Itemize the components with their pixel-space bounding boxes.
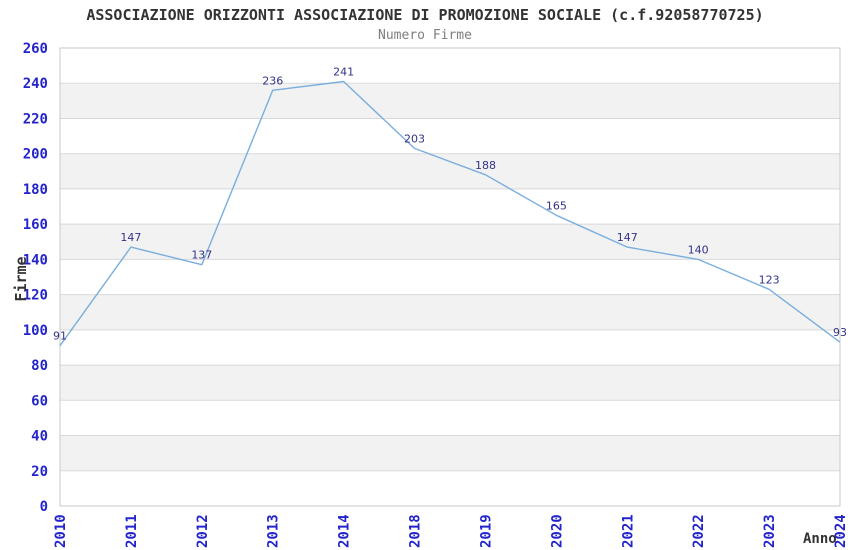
x-tick-label: 2023 — [762, 514, 778, 548]
y-tick-label: 140 — [23, 252, 48, 268]
background-band — [60, 365, 840, 401]
data-label: 147 — [617, 231, 638, 244]
x-tick-label: 2010 — [53, 514, 69, 548]
chart-subtitle: Numero Firme — [378, 28, 472, 43]
data-label: 165 — [546, 199, 567, 212]
data-label: 241 — [333, 65, 354, 78]
data-label: 147 — [120, 231, 141, 244]
chart-title: ASSOCIAZIONE ORIZZONTI ASSOCIAZIONE DI P… — [86, 6, 764, 24]
y-tick-label: 180 — [23, 182, 48, 198]
y-tick-label: 160 — [23, 217, 48, 233]
x-axis-label: Anno — [803, 531, 837, 547]
x-tick-label: 2014 — [337, 514, 353, 548]
x-tick-label: 2018 — [408, 514, 424, 548]
data-label: 123 — [759, 273, 780, 286]
background-band — [60, 294, 840, 330]
background-band — [60, 224, 840, 260]
x-tick-label: 2021 — [620, 514, 636, 548]
data-label: 137 — [191, 249, 212, 262]
data-label: 91 — [53, 330, 67, 343]
y-tick-label: 0 — [40, 499, 48, 515]
background-band — [60, 153, 840, 189]
background-band — [60, 435, 840, 471]
x-tick-label: 2012 — [195, 514, 211, 548]
x-tick-label: 2020 — [549, 514, 565, 548]
data-label: 140 — [688, 243, 709, 256]
x-tick-label: 2024 — [833, 514, 849, 548]
y-tick-label: 60 — [31, 393, 48, 409]
x-tick-label: 2013 — [266, 514, 282, 548]
y-tick-label: 80 — [31, 358, 48, 374]
y-tick-label: 40 — [31, 429, 48, 445]
x-tick-label: 2011 — [124, 514, 140, 548]
data-label: 236 — [262, 74, 283, 87]
y-tick-label: 220 — [23, 111, 48, 127]
x-tick-label: 2022 — [691, 514, 707, 548]
y-tick-label: 100 — [23, 323, 48, 339]
y-axis-label: Firme — [12, 256, 30, 302]
y-tick-label: 20 — [31, 464, 48, 480]
series-line — [59, 80, 841, 347]
y-tick-label: 120 — [23, 288, 48, 304]
data-label: 188 — [475, 159, 496, 172]
y-tick-label: 240 — [23, 76, 48, 92]
data-label: 93 — [833, 326, 847, 339]
y-tick-label: 200 — [23, 147, 48, 163]
background-band — [60, 83, 840, 119]
x-tick-label: 2019 — [478, 514, 494, 548]
plot-frame — [59, 47, 841, 507]
data-label: 203 — [404, 132, 425, 145]
y-tick-label: 260 — [23, 41, 48, 57]
